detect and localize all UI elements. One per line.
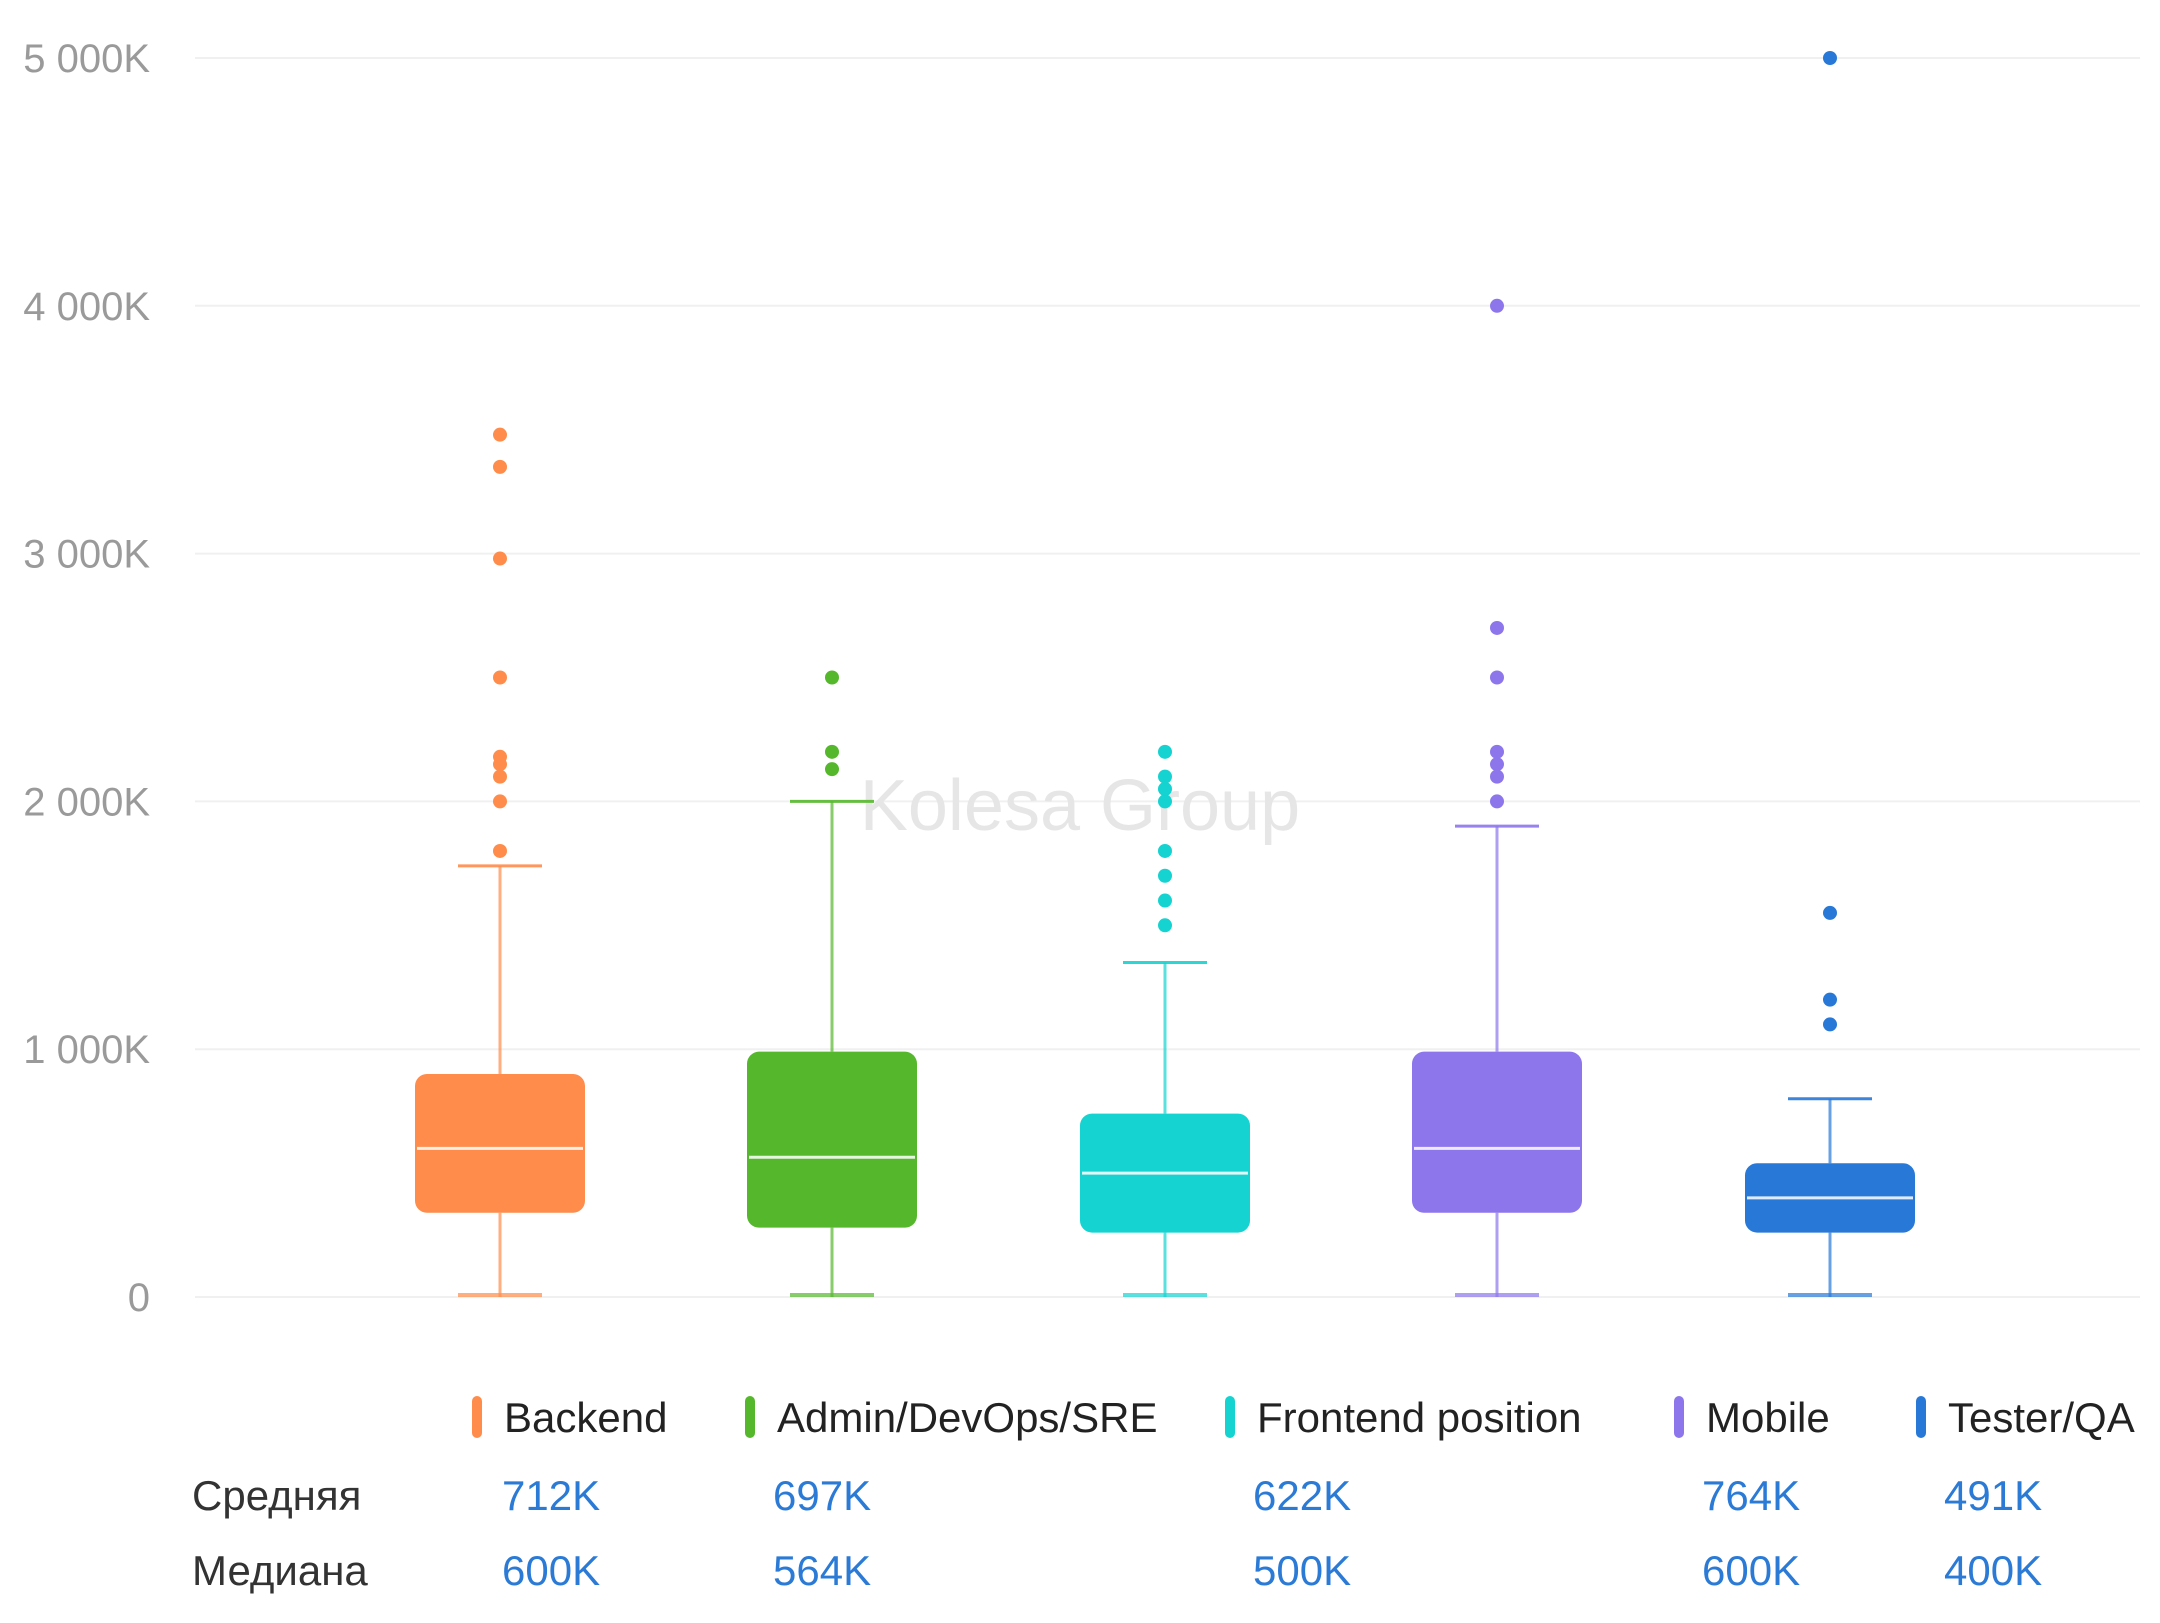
y-axis-tick-labels: 0 1 000K 2 000K 3 000K 4 000K 5 000K: [23, 37, 150, 1320]
outlier-point: [1158, 918, 1172, 933]
legend-swatch: [745, 1396, 755, 1438]
y-tick-label: 1 000K: [23, 1028, 150, 1072]
outlier-point: [1490, 769, 1504, 784]
box-tester-qa: [1745, 51, 1915, 1297]
outlier-point: [1158, 868, 1172, 883]
median-value: 400K: [1944, 1547, 2042, 1594]
median-value: 500K: [1253, 1547, 1351, 1594]
box-series: [415, 51, 1915, 1297]
outlier-point: [1158, 843, 1172, 858]
box-frontend-position: [1080, 744, 1250, 1297]
outlier-point: [493, 551, 507, 566]
box-iqr: [747, 1051, 917, 1228]
outlier-point: [1490, 670, 1504, 685]
legend: Backend Admin/DevOps/SRE Frontend position…: [472, 1394, 2135, 1441]
outlier-point: [1158, 893, 1172, 908]
outlier-point: [1158, 744, 1172, 759]
y-tick-label: 2 000K: [23, 780, 150, 824]
mean-value: 764K: [1702, 1472, 1800, 1519]
outlier-point: [1823, 51, 1837, 65]
legend-item: Admin/DevOps/SRE: [745, 1394, 1157, 1441]
legend-item: Backend: [472, 1394, 667, 1441]
legend-item: Frontend position: [1225, 1394, 1582, 1441]
legend-swatch: [1674, 1396, 1684, 1438]
watermark: Kolesa Group: [860, 766, 1300, 846]
stats-table: Средняя Медиана 712K 697K 622K 764K 491K 600K…: [192, 1472, 2042, 1594]
legend-label: Mobile: [1706, 1394, 1830, 1441]
outlier-point: [493, 670, 507, 685]
mean-value: 491K: [1944, 1472, 2042, 1519]
median-value: 600K: [502, 1547, 600, 1594]
legend-label: Backend: [504, 1394, 667, 1441]
outlier-point: [1158, 782, 1172, 797]
legend-swatch: [472, 1396, 482, 1438]
y-tick-label: 4 000K: [23, 285, 150, 329]
median-value: 600K: [1702, 1547, 1800, 1594]
box-iqr: [1412, 1051, 1582, 1213]
legend-label: Admin/DevOps/SRE: [777, 1394, 1157, 1441]
outlier-point: [1158, 794, 1172, 809]
median-value: 564K: [773, 1547, 871, 1594]
box-iqr: [415, 1073, 585, 1213]
mean-value: 622K: [1253, 1472, 1351, 1519]
outlier-point: [1490, 744, 1504, 759]
outlier-point: [1158, 769, 1172, 784]
outlier-point: [1490, 298, 1504, 313]
outlier-point: [825, 762, 839, 777]
y-tick-label: 3 000K: [23, 533, 150, 577]
outlier-point: [825, 744, 839, 759]
mean-value: 712K: [502, 1472, 600, 1519]
legend-swatch: [1916, 1396, 1926, 1438]
outlier-point: [493, 794, 507, 809]
y-tick-label: 0: [128, 1276, 150, 1320]
legend-label: Tester/QA: [1948, 1394, 2135, 1441]
outlier-point: [1823, 1017, 1837, 1032]
outlier-point: [1490, 757, 1504, 772]
outlier-point: [493, 427, 507, 442]
outlier-point: [493, 749, 507, 764]
box-backend: [415, 427, 585, 1297]
outlier-point: [493, 769, 507, 784]
mean-row-label: Средняя: [192, 1472, 361, 1519]
median-row-label: Медиана: [192, 1547, 368, 1594]
legend-item: Tester/QA: [1916, 1394, 2135, 1441]
box-admin-devops-sre: [747, 670, 917, 1297]
outlier-point: [825, 670, 839, 685]
outlier-point: [1490, 794, 1504, 809]
y-tick-label: 5 000K: [23, 37, 150, 81]
outlier-point: [493, 843, 507, 858]
legend-item: Mobile: [1674, 1394, 1830, 1441]
mean-value: 697K: [773, 1472, 871, 1519]
box-mobile: [1412, 298, 1582, 1297]
legend-label: Frontend position: [1257, 1394, 1582, 1441]
outlier-point: [1823, 905, 1837, 920]
outlier-point: [493, 459, 507, 474]
legend-swatch: [1225, 1396, 1235, 1438]
outlier-point: [1823, 992, 1837, 1007]
outlier-point: [1490, 620, 1504, 635]
